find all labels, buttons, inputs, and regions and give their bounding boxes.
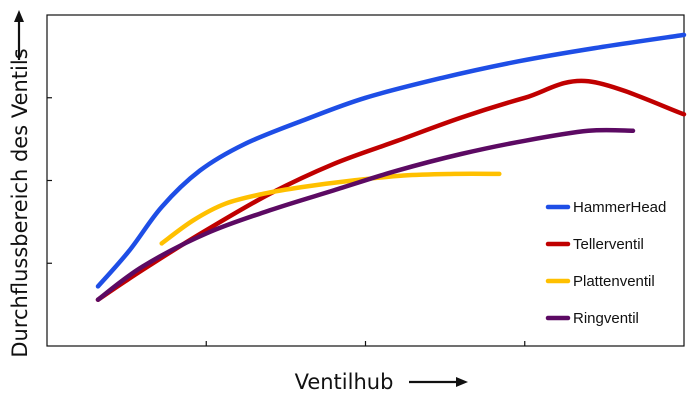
legend-label-ringventil: Ringventil <box>573 310 639 327</box>
series-line-tellerventil <box>95 78 687 302</box>
legend-label-tellerventil: Tellerventil <box>573 236 644 253</box>
series-layer <box>95 32 687 302</box>
axes <box>46 14 685 347</box>
series-line-ringventil <box>95 127 636 302</box>
legend: HammerHead Tellerventil Plattenventil Ringv… <box>545 199 666 327</box>
series-line-plattenventil <box>159 171 502 246</box>
x-axis-arrow <box>409 377 468 387</box>
x-axis-title: Ventilhub <box>295 370 394 394</box>
series-line-hammerhead <box>95 32 687 289</box>
y-axis-arrow <box>14 10 24 60</box>
legend-label-hammerhead: HammerHead <box>573 199 666 216</box>
y-axis-title: Durchflussbereich des Ventils <box>8 48 32 357</box>
legend-label-plattenventil: Plattenventil <box>573 273 655 290</box>
